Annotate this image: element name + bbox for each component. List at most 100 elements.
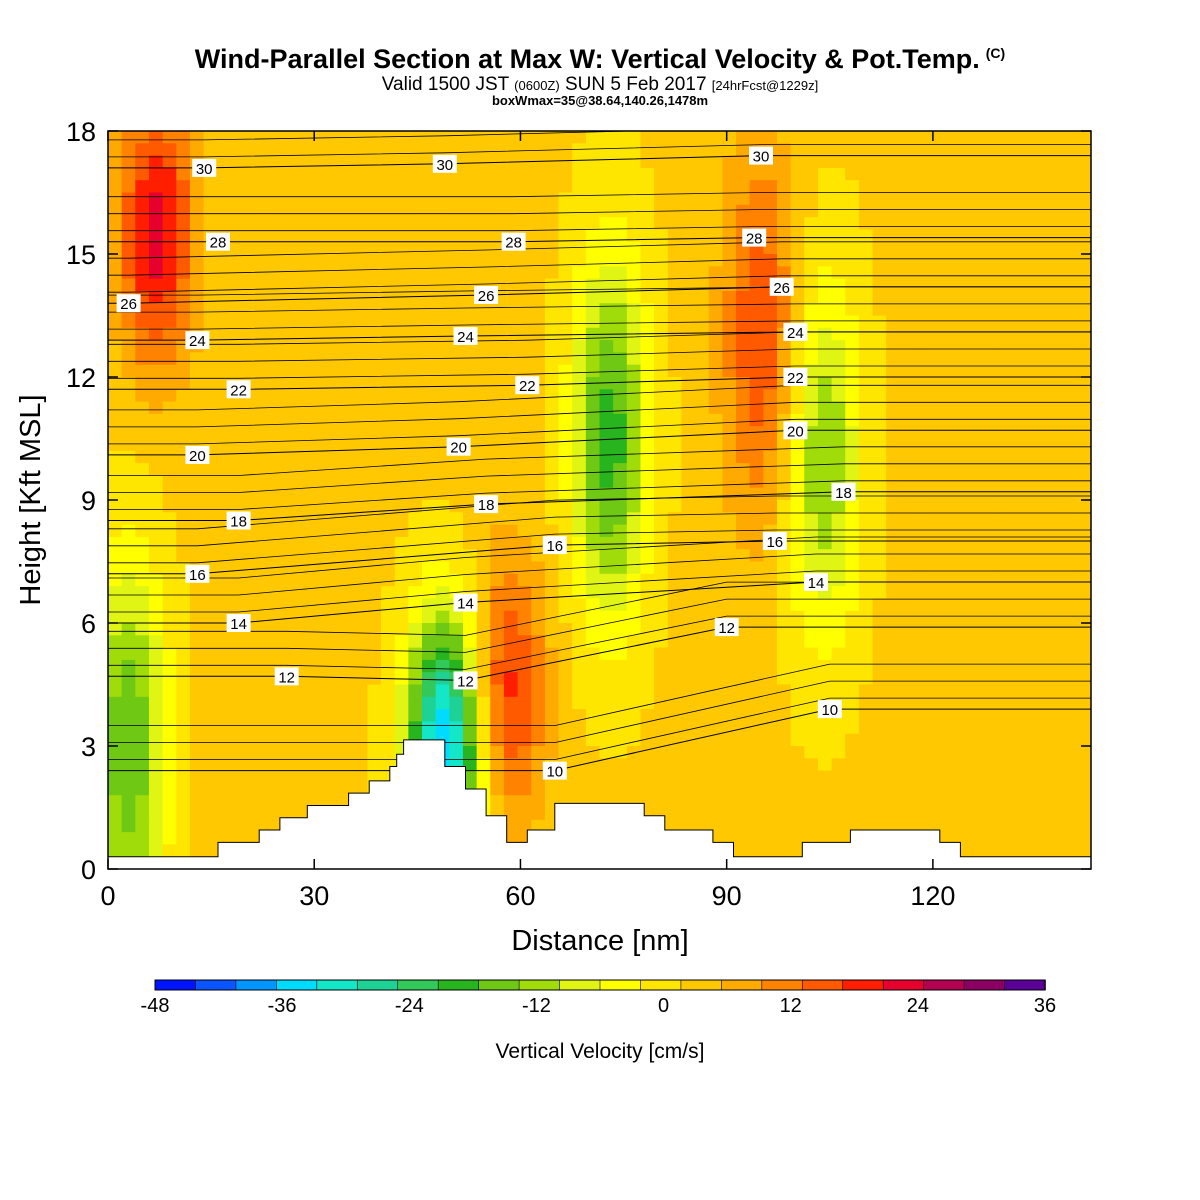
field-cell bbox=[886, 696, 901, 710]
field-cell bbox=[162, 844, 177, 858]
field-cell bbox=[585, 450, 601, 464]
field-cell bbox=[613, 290, 628, 304]
field-cell bbox=[667, 746, 683, 759]
field-cell bbox=[940, 475, 956, 489]
field-cell bbox=[1063, 500, 1078, 513]
field-cell bbox=[886, 167, 901, 181]
field-cell bbox=[1036, 254, 1051, 267]
field-cell bbox=[995, 733, 1010, 747]
field-cell bbox=[435, 204, 450, 218]
field-cell bbox=[736, 315, 751, 329]
field-cell bbox=[640, 180, 655, 194]
field-cell bbox=[599, 770, 614, 784]
field-cell bbox=[872, 782, 887, 796]
field-cell bbox=[913, 524, 928, 538]
field-cell bbox=[189, 131, 205, 144]
field-cell bbox=[654, 659, 669, 673]
field-cell bbox=[626, 241, 642, 255]
colorbar-swatch bbox=[235, 979, 278, 991]
field-cell bbox=[667, 217, 683, 230]
field-cell bbox=[872, 512, 887, 526]
field-cell bbox=[476, 721, 491, 735]
field-cell bbox=[476, 266, 491, 280]
field-cell bbox=[749, 733, 764, 747]
field-cell bbox=[695, 155, 710, 169]
field-cell bbox=[817, 315, 833, 329]
field-cell bbox=[695, 364, 710, 378]
field-cell bbox=[845, 364, 860, 378]
field-cell bbox=[626, 647, 642, 661]
field-cell bbox=[449, 746, 464, 759]
field-cell bbox=[640, 155, 655, 169]
field-cell bbox=[558, 463, 573, 476]
field-cell bbox=[681, 487, 696, 501]
field-cell bbox=[353, 659, 368, 673]
field-cell bbox=[230, 340, 246, 353]
field-cell bbox=[299, 217, 314, 230]
field-cell bbox=[1077, 549, 1091, 563]
field-cell bbox=[230, 303, 246, 317]
field-cell bbox=[503, 217, 519, 230]
field-cell bbox=[858, 143, 874, 157]
field-cell bbox=[217, 327, 232, 341]
theta-contour-line bbox=[108, 131, 646, 141]
field-cell bbox=[326, 143, 341, 157]
field-cell bbox=[626, 549, 642, 563]
field-cell bbox=[940, 672, 956, 686]
field-cell bbox=[135, 770, 150, 784]
field-cell bbox=[940, 426, 956, 440]
field-cell bbox=[913, 795, 928, 809]
field-cell bbox=[667, 598, 683, 612]
field-cell bbox=[681, 586, 696, 599]
field-cell bbox=[299, 709, 314, 722]
field-cell bbox=[913, 352, 928, 366]
field-cell bbox=[572, 413, 587, 427]
field-cell bbox=[995, 659, 1010, 673]
field-cell bbox=[790, 389, 805, 403]
field-cell bbox=[503, 696, 519, 710]
field-cell bbox=[776, 217, 792, 230]
field-cell bbox=[299, 721, 314, 735]
field-cell bbox=[531, 475, 546, 489]
field-cell bbox=[913, 500, 928, 513]
field-cell bbox=[176, 364, 191, 378]
field-cell bbox=[585, 413, 601, 427]
field-cell bbox=[340, 758, 355, 772]
field-cell bbox=[531, 426, 546, 440]
field-cell bbox=[968, 413, 983, 427]
field-cell bbox=[503, 586, 519, 599]
field-cell bbox=[640, 500, 655, 513]
field-cell bbox=[681, 500, 696, 513]
field-cell bbox=[1063, 647, 1078, 661]
field-cell bbox=[312, 450, 328, 464]
field-cell bbox=[640, 327, 655, 341]
field-cell bbox=[462, 192, 478, 206]
field-cell bbox=[367, 450, 382, 464]
field-cell bbox=[1077, 795, 1091, 809]
field-cell bbox=[531, 167, 546, 181]
field-cell bbox=[1063, 684, 1078, 698]
field-cell bbox=[230, 770, 246, 784]
field-cell bbox=[299, 463, 314, 476]
field-cell bbox=[217, 463, 232, 476]
field-cell bbox=[503, 500, 519, 513]
field-cell bbox=[804, 290, 819, 304]
field-cell bbox=[845, 733, 860, 747]
field-cell bbox=[1063, 795, 1078, 809]
field-cell bbox=[517, 180, 532, 194]
field-cell bbox=[804, 327, 819, 341]
field-cell bbox=[531, 266, 546, 280]
field-cell bbox=[340, 327, 355, 341]
field-cell bbox=[790, 254, 805, 267]
field-cell bbox=[353, 512, 368, 526]
field-cell bbox=[626, 389, 642, 403]
field-cell bbox=[244, 290, 259, 304]
field-cell bbox=[121, 758, 136, 772]
field-cell bbox=[1009, 770, 1024, 784]
field-cell bbox=[353, 770, 368, 784]
theta-label: 10 bbox=[546, 764, 563, 781]
field-cell bbox=[736, 327, 751, 341]
field-cell bbox=[490, 315, 505, 329]
field-cell bbox=[203, 426, 218, 440]
field-cell bbox=[367, 512, 382, 526]
